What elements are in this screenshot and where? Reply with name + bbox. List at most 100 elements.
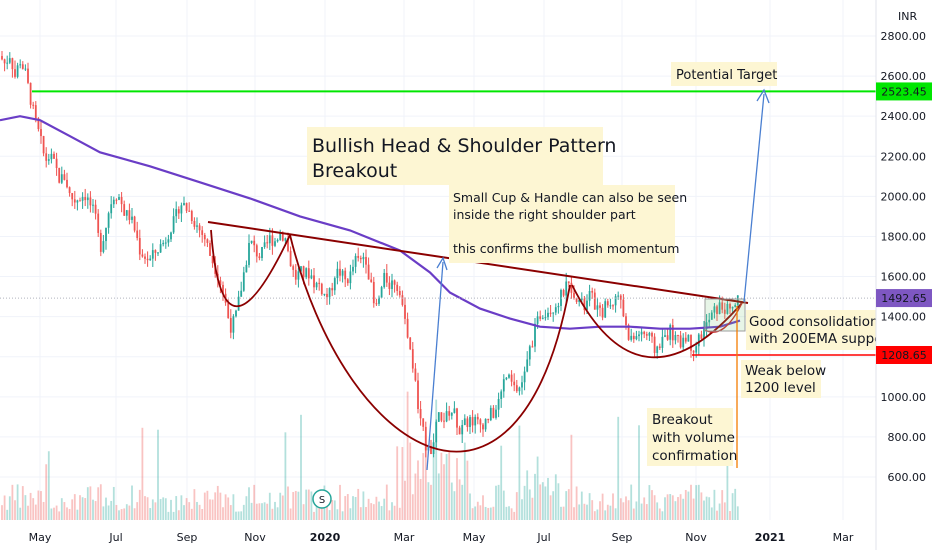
volume-bar <box>242 504 245 520</box>
volume-bar <box>326 505 328 520</box>
time-tick-label: Jul <box>108 531 122 544</box>
volume-bar <box>131 485 133 520</box>
volume-bar <box>84 498 87 520</box>
candle-body <box>123 204 126 216</box>
candle-body <box>45 153 48 161</box>
candle-body <box>58 168 61 183</box>
candle-body <box>40 129 42 137</box>
volume-bar <box>11 484 14 520</box>
candle-body <box>110 204 113 214</box>
volume-bar <box>692 498 695 520</box>
volume-bar <box>388 510 391 520</box>
candle-body <box>346 279 349 284</box>
volume-bar <box>99 484 102 520</box>
candle-body <box>196 225 198 227</box>
volume-bar <box>656 502 659 520</box>
volume-bar <box>240 511 243 520</box>
volume-bar <box>476 501 479 520</box>
title-box <box>307 127 603 185</box>
candle-body <box>601 307 604 318</box>
candle-body <box>206 239 209 243</box>
volume-bar <box>128 505 131 520</box>
breakout-note-line3: confirmation <box>652 448 737 464</box>
volume-bar <box>716 510 718 520</box>
candle-body <box>255 245 258 257</box>
candle-body <box>682 337 685 348</box>
volume-bar <box>726 437 729 520</box>
candle-body <box>635 336 638 340</box>
candle-body <box>115 199 118 201</box>
volume-bar <box>138 489 141 520</box>
candle-body <box>404 304 406 319</box>
volume-bar <box>71 499 74 520</box>
candle-body <box>14 69 16 77</box>
volume-bar <box>58 511 61 520</box>
candle-body <box>588 291 591 301</box>
volume-bar <box>697 484 700 520</box>
candle-body <box>32 104 35 106</box>
volume-bar <box>440 452 443 520</box>
candle-body <box>367 264 370 280</box>
candle-body <box>211 255 214 264</box>
candle-body <box>180 205 183 214</box>
candle-body <box>53 153 55 159</box>
candle-body <box>450 412 453 416</box>
currency-label: INR <box>898 10 917 23</box>
candle-body <box>209 242 211 256</box>
volume-bar <box>372 504 375 520</box>
candle-body <box>456 408 458 428</box>
candle-body <box>198 225 201 231</box>
volume-bar <box>42 501 45 520</box>
volume-bar <box>734 488 737 520</box>
candle-body <box>419 409 422 419</box>
candle-body <box>144 256 146 259</box>
volume-bar <box>609 505 612 520</box>
volume-bar <box>154 502 157 520</box>
candle-body <box>570 282 573 293</box>
candle-body <box>8 58 11 63</box>
volume-bar <box>638 425 640 520</box>
volume-bar <box>297 491 300 520</box>
candle-body <box>167 239 170 243</box>
candle-body <box>300 266 302 272</box>
right-shoulder-curve <box>571 284 743 359</box>
candle-body <box>287 238 289 251</box>
last-price-badge-label: 1492.65 <box>881 292 927 305</box>
volume-bar <box>216 485 219 520</box>
head-curve <box>289 234 571 453</box>
candle-body <box>508 374 510 378</box>
candle-body <box>27 68 29 83</box>
candle-body <box>440 412 443 421</box>
volume-bar <box>383 498 386 520</box>
candle-body <box>271 235 274 246</box>
candle-body <box>162 242 165 245</box>
candle-body <box>674 335 677 341</box>
candle-body <box>6 62 9 64</box>
candle-body <box>240 290 243 297</box>
volume-bar <box>549 495 552 520</box>
candle-body <box>591 291 594 293</box>
volume-bar <box>250 502 253 520</box>
volume-bar <box>648 485 651 520</box>
volume-bar <box>123 508 126 520</box>
volume-bar <box>606 504 609 520</box>
volume-bar <box>125 504 128 520</box>
candle-body <box>258 256 261 259</box>
volume-bar <box>508 506 510 520</box>
volume-bar <box>21 486 24 520</box>
candle-body <box>29 82 32 105</box>
candle-body <box>578 299 581 302</box>
price-tick-label: 2800.00 <box>881 30 927 43</box>
time-tick-label: Sep <box>177 531 198 544</box>
candle-body <box>721 302 724 310</box>
candle-body <box>648 332 651 336</box>
candle-body <box>622 299 625 317</box>
volume-bar <box>310 491 313 520</box>
price-badges: 2523.45 1492.65 1208.65 <box>876 82 932 364</box>
volume-bar <box>463 442 466 520</box>
volume-bar <box>219 492 222 520</box>
volume-bar <box>375 496 378 520</box>
dividend-event-badge[interactable] <box>312 489 332 509</box>
volume-bar <box>175 496 178 520</box>
